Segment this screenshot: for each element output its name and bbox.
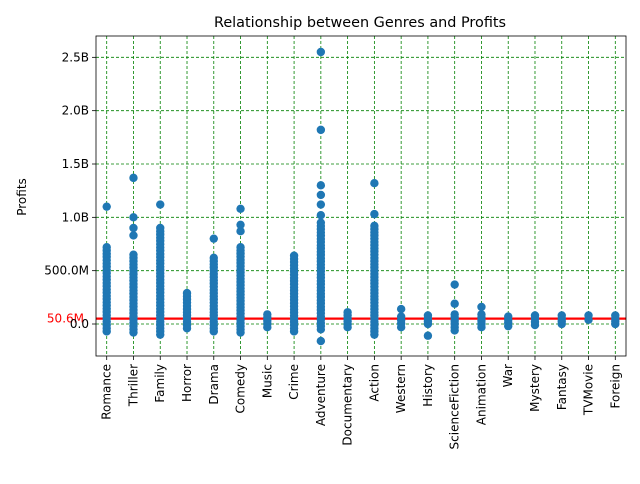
data-point bbox=[236, 243, 245, 252]
x-tick-label: Mystery bbox=[528, 364, 542, 412]
x-tick-label: Adventure bbox=[314, 364, 328, 426]
y-tick-label: 1.0B bbox=[62, 210, 89, 224]
data-point bbox=[450, 299, 459, 308]
data-point bbox=[477, 310, 486, 319]
x-tick-label: Horror bbox=[180, 364, 194, 402]
data-point bbox=[102, 202, 111, 211]
data-point bbox=[611, 311, 620, 320]
x-tick-label: Foreign bbox=[608, 364, 622, 408]
data-point bbox=[370, 179, 379, 188]
x-tick-label: History bbox=[421, 364, 435, 407]
data-point bbox=[316, 47, 326, 57]
plot-frame bbox=[95, 35, 627, 357]
y-tick-label: 2.0B bbox=[62, 104, 89, 118]
data-point bbox=[370, 209, 379, 219]
data-point bbox=[450, 280, 459, 289]
data-point bbox=[504, 312, 513, 321]
data-point bbox=[423, 311, 433, 320]
data-point bbox=[450, 310, 459, 319]
data-point bbox=[477, 302, 486, 312]
x-tick-label: Animation bbox=[474, 364, 488, 425]
x-tick-label: Thriller bbox=[126, 364, 140, 407]
data-point bbox=[129, 223, 138, 233]
data-point bbox=[289, 251, 299, 260]
data-point bbox=[129, 213, 138, 222]
grid bbox=[96, 36, 626, 356]
y-tick-label: 1.5B bbox=[62, 157, 89, 171]
y-tick-label: 2.5B bbox=[62, 50, 89, 64]
data-point bbox=[182, 288, 192, 298]
data-point bbox=[343, 308, 352, 317]
data-point bbox=[316, 125, 326, 135]
data-point bbox=[236, 220, 245, 229]
data-point bbox=[316, 218, 326, 227]
data-point bbox=[209, 253, 218, 263]
x-tick-label: Action bbox=[367, 364, 381, 402]
data-point bbox=[209, 234, 218, 243]
x-tick-label: Fantasy bbox=[555, 364, 569, 410]
data-point bbox=[236, 227, 245, 236]
data-point bbox=[584, 311, 593, 320]
data-point bbox=[370, 221, 379, 231]
x-tick-label: Music bbox=[260, 364, 274, 398]
reference-line-label: 50.6M bbox=[47, 312, 84, 326]
x-tick-label: ScienceFiction bbox=[448, 364, 462, 449]
x-tick-label: TVMovie bbox=[582, 364, 596, 416]
data-point bbox=[316, 200, 326, 209]
data-point bbox=[557, 311, 566, 320]
data-point bbox=[316, 211, 326, 220]
data-point bbox=[129, 173, 138, 183]
data-point bbox=[530, 311, 540, 320]
x-tick-label: War bbox=[501, 364, 515, 387]
axes: Romance Thriller Family Horror Drama Comedy Mu… bbox=[44, 50, 622, 449]
data-point bbox=[396, 304, 406, 314]
data-points bbox=[102, 47, 620, 346]
chart-title: Relationship between Genres and Profits bbox=[214, 15, 506, 31]
data-point bbox=[129, 231, 138, 240]
x-tick-label: Western bbox=[394, 364, 408, 413]
y-tick-label: 500.0M bbox=[44, 264, 89, 278]
x-tick-label: Comedy bbox=[234, 364, 248, 414]
x-tick-label: Documentary bbox=[341, 364, 355, 446]
x-tick-label: Drama bbox=[207, 364, 221, 405]
x-tick-label: Family bbox=[153, 364, 167, 403]
data-point bbox=[102, 243, 111, 252]
data-point bbox=[316, 190, 326, 200]
data-point bbox=[423, 331, 433, 340]
data-point bbox=[316, 336, 326, 346]
x-tick-label: Romance bbox=[100, 364, 114, 420]
y-axis-label: Profits bbox=[15, 178, 29, 216]
data-point bbox=[316, 181, 326, 190]
data-point bbox=[236, 204, 245, 213]
data-point bbox=[156, 200, 165, 209]
data-point bbox=[129, 250, 138, 259]
data-point bbox=[156, 223, 165, 233]
data-point bbox=[263, 310, 272, 319]
y-tick-label: 0.0 bbox=[70, 317, 89, 331]
x-tick-label: Crime bbox=[287, 364, 301, 400]
data-point bbox=[396, 312, 406, 321]
